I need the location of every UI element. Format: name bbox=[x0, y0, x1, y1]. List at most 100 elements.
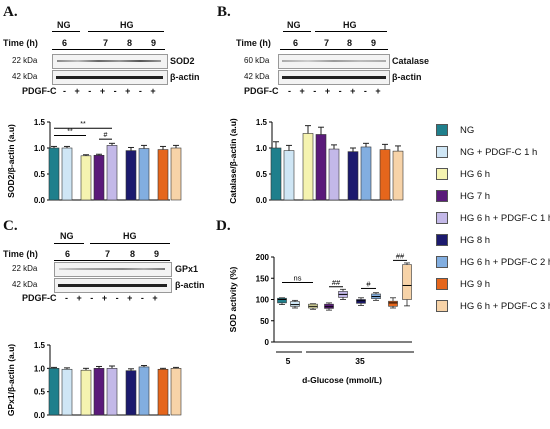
bar bbox=[138, 366, 150, 416]
y-tick-label: 150 bbox=[256, 274, 270, 283]
pdgf-label: PDGF-C bbox=[22, 86, 57, 96]
y-tick-label: 0.0 bbox=[256, 196, 268, 205]
legend-swatch bbox=[436, 278, 448, 290]
legend-item: HG 9 h bbox=[436, 277, 490, 291]
significance-label: ** bbox=[80, 121, 86, 128]
kda-label-1: 22 kDa bbox=[12, 264, 38, 273]
y-tick-label: 0.5 bbox=[256, 170, 268, 179]
significance-label: ## bbox=[396, 251, 405, 260]
legend-swatch bbox=[436, 256, 448, 268]
bar bbox=[157, 368, 169, 416]
y-tick-label: 100 bbox=[256, 296, 270, 305]
legend-item: HG 6 h + PDGF-C 3 h bbox=[436, 299, 550, 313]
time-8: 8 bbox=[130, 249, 136, 259]
time-9: 9 bbox=[151, 38, 157, 48]
legend-label: NG + PDGF-C 1 h bbox=[460, 146, 538, 158]
blot-beta-actin bbox=[52, 70, 168, 85]
bar bbox=[61, 368, 73, 416]
bar bbox=[80, 369, 92, 416]
ng-bracket bbox=[54, 243, 84, 244]
y-tick-label: 1.5 bbox=[34, 341, 46, 350]
bar bbox=[347, 151, 359, 201]
bar bbox=[106, 368, 118, 416]
legend-swatch bbox=[436, 300, 448, 312]
y-axis-label: GPx1/β-actin (a.u) bbox=[6, 344, 16, 416]
time-9: 9 bbox=[371, 38, 377, 48]
pdgf-label: PDGF-C bbox=[22, 293, 57, 303]
time-7: 7 bbox=[103, 38, 109, 48]
box bbox=[356, 299, 366, 304]
protein-label-1: GPx1 bbox=[175, 264, 199, 274]
legend-item: NG + PDGF-C 1 h bbox=[436, 145, 537, 159]
bar bbox=[379, 149, 391, 201]
legend-swatch bbox=[436, 168, 448, 180]
ng-label: NG bbox=[57, 20, 71, 30]
pdgf-signs: - + - + - + - + bbox=[65, 293, 158, 303]
legend-label: HG 9 h bbox=[460, 278, 491, 290]
group-label: 5 bbox=[286, 356, 291, 366]
legend-item: HG 8 h bbox=[436, 233, 490, 247]
box bbox=[290, 301, 300, 307]
legend-swatch bbox=[436, 146, 448, 158]
chart-c: GPx1/β-actin (a.u) 0.0 0.5 1.0 1.5 bbox=[6, 341, 182, 420]
y-tick-label: 200 bbox=[256, 253, 270, 262]
bar bbox=[360, 146, 372, 201]
blot-beta-actin bbox=[278, 70, 390, 85]
y-axis-label: SOD2/β-actin (a.u) bbox=[6, 124, 16, 198]
y-axis-label: Catalase/β-actin (a.u) bbox=[228, 118, 238, 204]
bar bbox=[170, 147, 182, 201]
legend-swatch bbox=[436, 234, 448, 246]
time-8: 8 bbox=[347, 38, 353, 48]
pdgf-signs: - + - + - + - + bbox=[63, 86, 156, 96]
legend-item: HG 6 h bbox=[436, 167, 490, 181]
bar bbox=[302, 133, 314, 201]
significance-label: # bbox=[366, 279, 371, 288]
box bbox=[277, 297, 287, 304]
legend-label: HG 7 h bbox=[460, 190, 491, 202]
bar bbox=[283, 150, 295, 201]
bar bbox=[170, 368, 182, 416]
y-axis-label: SOD activity (%) bbox=[228, 267, 238, 333]
significance-label: ns bbox=[294, 274, 302, 283]
y-tick-label: 1.0 bbox=[34, 144, 46, 153]
blot-gpx1 bbox=[54, 262, 172, 277]
bar bbox=[270, 147, 282, 201]
time-label: Time (h) bbox=[3, 38, 38, 48]
y-tick-label: 1.0 bbox=[34, 364, 46, 373]
bar bbox=[80, 155, 92, 201]
kda-label-2: 42 kDa bbox=[12, 280, 38, 289]
panel-letter: D. bbox=[216, 218, 231, 234]
y-tick-label: 0.5 bbox=[34, 388, 46, 397]
bar bbox=[48, 147, 60, 201]
panel-letter: A. bbox=[3, 4, 18, 20]
legend-label: HG 6 h bbox=[460, 168, 491, 180]
time-6: 6 bbox=[65, 249, 71, 259]
ng-bracket bbox=[283, 31, 311, 32]
x-axis-label: d-Glucose (mmol/L) bbox=[302, 375, 382, 385]
kda-label-1: 60 kDa bbox=[244, 56, 270, 65]
ng-bracket bbox=[52, 31, 80, 32]
legend-item: HG 6 h + PDGF-C 2 h bbox=[436, 255, 550, 269]
legend-label: HG 6 h + PDGF-C 1 h bbox=[460, 212, 550, 224]
chart-b: Catalase/β-actin (a.u) 0.0 0.5 1.0 1.5 bbox=[228, 118, 404, 205]
hg-bracket bbox=[90, 243, 170, 244]
legend-label: HG 6 h + PDGF-C 2 h bbox=[460, 256, 550, 268]
time-bracket bbox=[54, 260, 170, 261]
y-tick-label: 1.0 bbox=[256, 144, 268, 153]
hg-label: HG bbox=[120, 20, 134, 30]
y-tick-label: 1.5 bbox=[34, 118, 46, 127]
hg-bracket bbox=[315, 31, 387, 32]
hg-bracket bbox=[88, 31, 164, 32]
bar bbox=[61, 147, 73, 201]
protein-label-1: SOD2 bbox=[170, 56, 195, 66]
y-tick-label: 0.5 bbox=[34, 170, 46, 179]
protein-label-1: Catalase bbox=[392, 56, 430, 66]
time-label: Time (h) bbox=[3, 249, 38, 259]
legend-item: NG bbox=[436, 123, 474, 137]
kda-label-2: 42 kDa bbox=[12, 72, 38, 81]
legend-label: HG 6 h + PDGF-C 3 h bbox=[460, 300, 550, 312]
legend-swatch bbox=[436, 212, 448, 224]
box bbox=[388, 300, 398, 307]
hg-label: HG bbox=[343, 20, 357, 30]
